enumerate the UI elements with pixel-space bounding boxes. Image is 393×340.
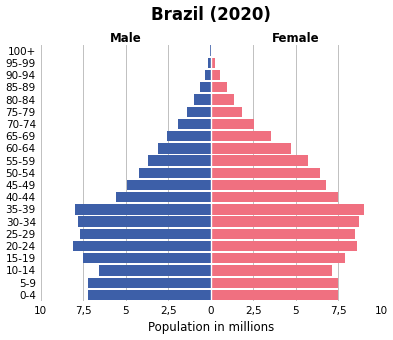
Bar xyxy=(211,46,213,56)
Bar xyxy=(211,168,320,178)
Bar xyxy=(158,143,211,154)
Bar xyxy=(211,192,338,202)
Bar xyxy=(211,229,355,239)
Bar xyxy=(83,253,211,264)
Bar xyxy=(88,290,211,300)
Bar xyxy=(211,143,291,154)
Bar xyxy=(211,217,359,227)
Bar xyxy=(211,106,242,117)
Bar xyxy=(211,155,308,166)
Bar xyxy=(80,229,211,239)
Bar xyxy=(75,204,211,215)
Bar xyxy=(73,241,211,251)
Title: Brazil (2020): Brazil (2020) xyxy=(151,5,271,23)
Bar xyxy=(200,82,211,92)
Bar xyxy=(211,94,234,105)
Bar xyxy=(178,119,211,129)
Bar xyxy=(116,192,211,202)
Bar xyxy=(211,241,357,251)
Bar xyxy=(194,94,211,105)
Bar xyxy=(211,70,220,80)
Bar xyxy=(167,131,211,141)
Bar xyxy=(210,46,211,56)
Bar xyxy=(148,155,211,166)
X-axis label: Population in millions: Population in millions xyxy=(148,321,274,335)
Bar xyxy=(127,180,211,190)
Text: Female: Female xyxy=(272,32,320,45)
Bar xyxy=(88,277,211,288)
Bar xyxy=(78,217,211,227)
Bar xyxy=(211,265,332,276)
Bar xyxy=(211,277,338,288)
Bar xyxy=(211,58,215,68)
Bar xyxy=(187,106,211,117)
Bar xyxy=(211,204,364,215)
Bar xyxy=(211,82,227,92)
Bar xyxy=(211,119,254,129)
Bar xyxy=(140,168,211,178)
Text: Male: Male xyxy=(110,32,141,45)
Bar xyxy=(205,70,211,80)
Bar xyxy=(211,290,338,300)
Bar xyxy=(211,253,345,264)
Bar xyxy=(211,131,271,141)
Bar xyxy=(208,58,211,68)
Bar xyxy=(99,265,211,276)
Bar xyxy=(211,180,327,190)
